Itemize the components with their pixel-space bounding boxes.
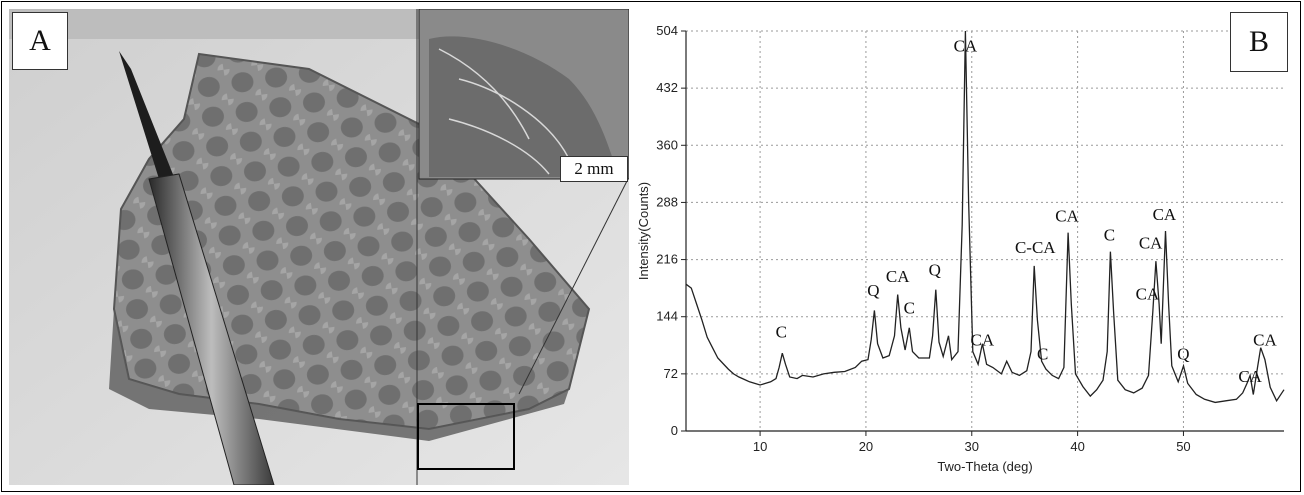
x-tick-label: 40 (1070, 439, 1084, 454)
x-tick-label: 10 (753, 439, 767, 454)
peak-label: CA (1253, 330, 1277, 349)
y-tick-label: 0 (671, 423, 678, 438)
peak-label: CA (1153, 205, 1177, 224)
zoom-box (417, 403, 515, 470)
peak-label: CA (1055, 206, 1079, 225)
peak-label: CA (886, 267, 910, 286)
peak-label: C (904, 299, 915, 318)
peak-label: Q (1177, 345, 1189, 364)
zoom-leader-line (518, 180, 628, 395)
knife-blade (148, 173, 275, 485)
peak-label: C (1037, 345, 1048, 364)
peak-label: Q (867, 281, 879, 300)
grid-layer (686, 30, 1284, 431)
peak-label: CA (954, 37, 978, 56)
peak-label: CA (1139, 233, 1163, 252)
y-tick-label: 288 (656, 194, 678, 209)
x-tick-label: 30 (965, 439, 979, 454)
y-tick-label: 432 (656, 80, 678, 95)
peak-label-layer: C Q CA C Q CA CA C-CA C CA C CA CA CA Q CA CA (776, 37, 1278, 386)
peak-label: CA (971, 330, 995, 349)
y-tick-label: 144 (656, 309, 678, 324)
xrd-chart: 0 72 144 216 288 360 432 504 10 20 30 40 50 C Q CA C Q CA… (634, 9, 1296, 485)
peak-label: Q (929, 260, 941, 279)
y-tick-label: 72 (664, 366, 678, 381)
panel-a-label: A (12, 12, 68, 70)
photo-panel (9, 9, 629, 485)
axis-layer: 0 72 144 216 288 360 432 504 10 20 30 40 50 (656, 23, 1284, 454)
scale-bar-label: 2 mm (560, 156, 628, 182)
peak-label: CA (1238, 367, 1262, 386)
x-tick-label: 20 (859, 439, 873, 454)
peak-label: C (776, 322, 787, 341)
peak-label: C-CA (1015, 238, 1056, 257)
panel-b-label: B (1230, 12, 1288, 72)
knife-tip (119, 51, 174, 179)
x-tick-label: 50 (1176, 439, 1190, 454)
photo-drawing (9, 9, 629, 485)
chart-svg: 0 72 144 216 288 360 432 504 10 20 30 40 50 C Q CA C Q CA… (636, 23, 1285, 474)
x-axis-title: Two-Theta (deg) (937, 459, 1032, 474)
y-tick-label: 504 (656, 23, 678, 38)
y-axis-title: Intensity(Counts) (636, 182, 651, 280)
y-tick-label: 216 (656, 252, 678, 267)
y-tick-label: 360 (656, 137, 678, 152)
xrd-series-line (685, 30, 1285, 404)
peak-label: CA (1136, 284, 1160, 303)
peak-label: C (1104, 226, 1115, 245)
